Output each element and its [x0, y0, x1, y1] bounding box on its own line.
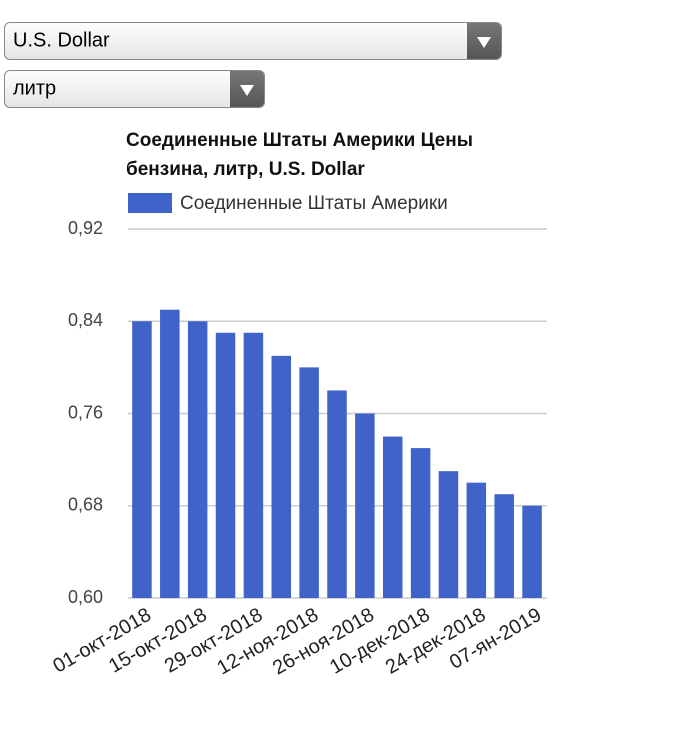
y-tick-label: 0,60: [68, 587, 103, 607]
bar: [187, 321, 208, 598]
bar: [299, 367, 319, 598]
chart-title: Соединенные Штаты Америки Цены бензина, …: [126, 130, 473, 180]
bar: [215, 332, 236, 598]
y-tick-label: 0,92: [68, 218, 103, 238]
legend-swatch: [128, 193, 172, 213]
y-tick-label: 0,76: [68, 402, 103, 422]
dropdown-arrow: [467, 23, 501, 59]
bar: [494, 494, 514, 598]
bar: [243, 332, 264, 598]
bar: [160, 309, 180, 598]
y-tick-label: 0,84: [68, 310, 103, 330]
bar: [410, 448, 431, 598]
bar: [522, 505, 542, 598]
y-tick-label: 0,68: [68, 495, 103, 515]
unit-value: литр: [13, 77, 57, 100]
currency-dropdown[interactable]: U.S. Dollar: [4, 22, 502, 60]
legend-label: Соединенные Штаты Америки: [180, 193, 448, 214]
bar: [271, 355, 292, 598]
bar: [438, 471, 459, 598]
dropdown-arrow: [230, 71, 264, 107]
bar: [132, 321, 152, 598]
currency-value: U.S. Dollar: [13, 29, 110, 52]
bar: [466, 482, 487, 598]
bar: [382, 436, 403, 598]
bar: [355, 413, 375, 598]
unit-dropdown[interactable]: литр: [4, 70, 265, 108]
bar: [327, 390, 347, 598]
